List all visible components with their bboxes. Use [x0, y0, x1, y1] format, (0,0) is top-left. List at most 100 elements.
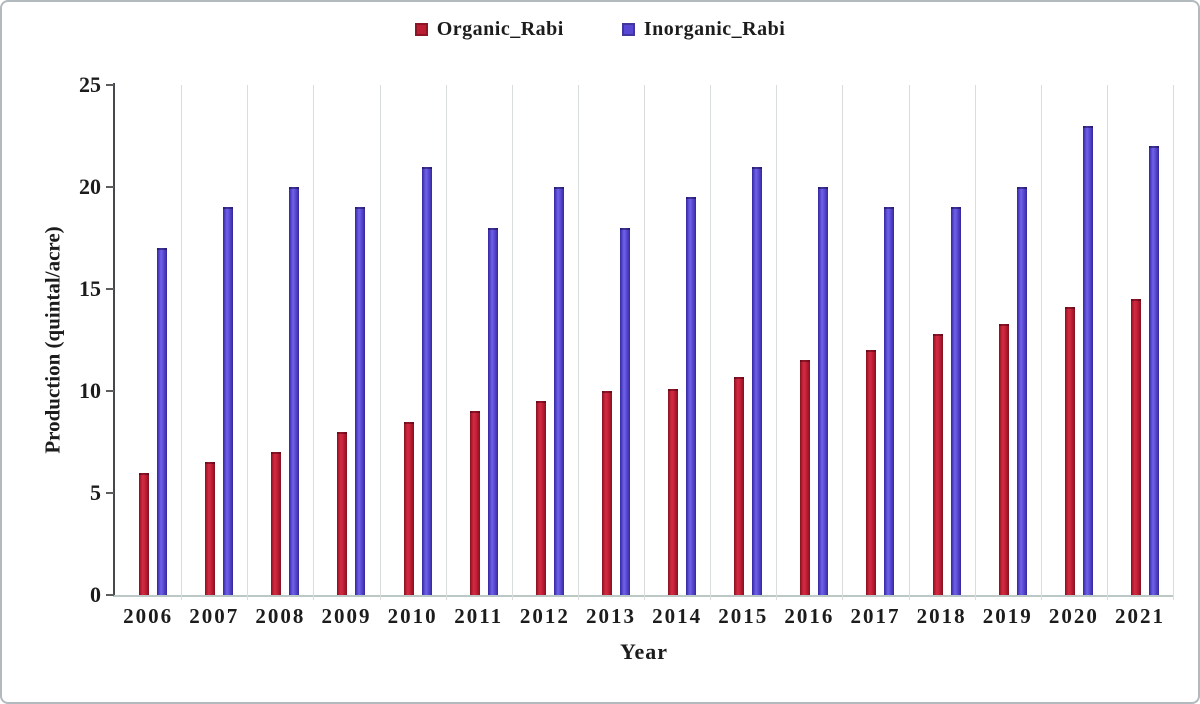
- bar-group-2014: [644, 85, 710, 595]
- bar-group-2009: [313, 85, 379, 595]
- bar-inorganic-2007: [223, 207, 234, 595]
- y-tick-mark-0: [106, 594, 114, 596]
- bar-organic-2009: [337, 431, 348, 595]
- organic-series-swatch-icon: [414, 23, 428, 36]
- x-tick-label-2009: 2009: [321, 604, 372, 628]
- bar-inorganic-2020: [1082, 125, 1093, 595]
- bar-groups-layer: [115, 85, 1173, 595]
- legend-item-organic: Organic_Rabi: [414, 18, 564, 41]
- bar-group-2006: [115, 85, 181, 595]
- bar-organic-2013: [601, 391, 612, 595]
- bar-organic-2018: [932, 333, 943, 595]
- bar-inorganic-2019: [1016, 187, 1027, 595]
- vertical-gridline: [181, 85, 183, 600]
- plot-area: [106, 83, 1174, 600]
- x-tick-label-2013: 2013: [585, 604, 636, 628]
- y-tick-mark-20: [106, 186, 114, 188]
- vertical-gridline: [1173, 85, 1174, 600]
- y-axis-line: [113, 83, 115, 595]
- y-tick-label-15: 15: [79, 276, 101, 301]
- vertical-gridline: [1106, 85, 1108, 600]
- bar-inorganic-2011: [487, 227, 498, 595]
- bar-organic-2015: [734, 376, 745, 595]
- bar-group-2021: [1107, 85, 1173, 595]
- bar-organic-2010: [403, 421, 414, 595]
- x-axis-tick-labels: 2006 2007 2008 2009 2010 2011 2012 2013 2014 2015…: [115, 604, 1173, 629]
- x-tick-label-2006: 2006: [123, 604, 174, 628]
- bar-organic-2006: [139, 472, 150, 595]
- x-tick-label-2015: 2015: [718, 604, 769, 628]
- x-tick-label-2010: 2010: [387, 604, 438, 628]
- bar-inorganic-2018: [950, 207, 961, 595]
- vertical-gridline: [842, 85, 844, 600]
- bar-organic-2011: [469, 411, 480, 595]
- bar-inorganic-2014: [686, 197, 697, 595]
- bar-group-2011: [446, 85, 512, 595]
- bar-inorganic-2012: [553, 187, 564, 595]
- x-axis-title: Year: [620, 639, 668, 664]
- y-tick-mark-15: [106, 288, 114, 290]
- bar-organic-2012: [535, 401, 546, 595]
- bar-inorganic-2013: [619, 227, 630, 595]
- bar-group-2020: [1041, 85, 1107, 595]
- y-tick-label-25: 25: [79, 72, 101, 97]
- bar-organic-2007: [205, 462, 216, 595]
- bar-organic-2016: [800, 360, 811, 595]
- x-tick-label-2008: 2008: [255, 604, 306, 628]
- vertical-gridline: [445, 85, 447, 600]
- bar-group-2013: [578, 85, 644, 595]
- bar-organic-2021: [1130, 299, 1141, 595]
- vertical-gridline: [644, 85, 645, 600]
- x-tick-label-2018: 2018: [916, 604, 967, 628]
- vertical-gridline: [974, 85, 976, 600]
- bar-inorganic-2006: [157, 248, 168, 595]
- bar-inorganic-2017: [884, 207, 895, 595]
- bar-group-2015: [710, 85, 776, 595]
- x-tick-label-2021: 2021: [1114, 604, 1165, 628]
- x-tick-label-2016: 2016: [784, 604, 835, 628]
- x-tick-label-2007: 2007: [189, 604, 240, 628]
- inorganic-series-swatch-icon: [621, 23, 635, 36]
- x-tick-label-2017: 2017: [850, 604, 901, 628]
- x-tick-label-2011: 2011: [454, 604, 504, 628]
- x-tick-label-2019: 2019: [982, 604, 1033, 628]
- bar-inorganic-2008: [289, 187, 300, 595]
- legend-label-inorganic: Inorganic_Rabi: [643, 18, 786, 40]
- bar-group-2008: [247, 85, 313, 595]
- bar-inorganic-2021: [1148, 146, 1159, 595]
- vertical-gridline: [313, 85, 315, 600]
- vertical-gridline: [577, 85, 579, 600]
- x-tick-label-2020: 2020: [1048, 604, 1099, 628]
- y-tick-mark-25: [106, 84, 114, 86]
- legend-label-organic: Organic_Rabi: [436, 18, 564, 40]
- vertical-gridline: [908, 85, 910, 600]
- y-tick-label-20: 20: [79, 174, 101, 199]
- bar-organic-2019: [998, 323, 1009, 595]
- bar-group-2016: [776, 85, 842, 595]
- x-tick-label-2012: 2012: [519, 604, 570, 628]
- bar-group-2019: [975, 85, 1041, 595]
- x-axis-line: [113, 595, 1173, 597]
- bar-organic-2008: [271, 452, 282, 595]
- bar-inorganic-2009: [355, 207, 366, 595]
- vertical-gridline: [776, 85, 778, 600]
- bar-group-2010: [380, 85, 446, 595]
- vertical-gridline: [247, 85, 249, 600]
- vertical-gridline: [1040, 85, 1042, 600]
- bar-inorganic-2016: [818, 187, 829, 595]
- legend-item-inorganic: Inorganic_Rabi: [621, 18, 786, 41]
- bar-inorganic-2010: [421, 166, 432, 595]
- bar-group-2018: [909, 85, 975, 595]
- bar-group-2007: [181, 85, 247, 595]
- bar-inorganic-2015: [752, 166, 763, 595]
- vertical-gridline: [710, 85, 712, 600]
- y-tick-mark-5: [106, 492, 114, 494]
- bar-organic-2014: [668, 388, 679, 595]
- y-tick-label-10: 10: [79, 378, 101, 403]
- bar-group-2017: [842, 85, 908, 595]
- bar-organic-2017: [866, 350, 877, 595]
- x-tick-label-2014: 2014: [652, 604, 703, 628]
- bar-organic-2020: [1064, 307, 1075, 595]
- y-axis-tick-labels: 0 5 10 15 20 25: [2, 74, 101, 606]
